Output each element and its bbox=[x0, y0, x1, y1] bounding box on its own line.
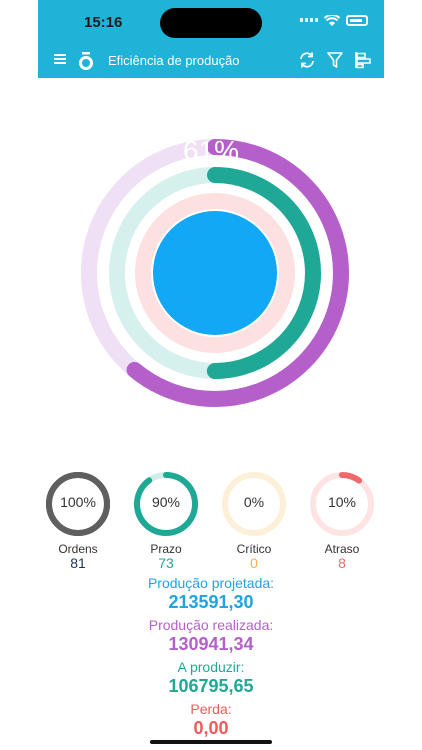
stat-realizada: Produção realizada: 130941,34 bbox=[38, 617, 384, 655]
toolbar bbox=[298, 51, 372, 74]
home-indicator bbox=[150, 740, 272, 744]
stat-label: Produção projetada: bbox=[147, 575, 275, 591]
ordens-label: Ordens bbox=[58, 542, 98, 556]
wifi-icon bbox=[323, 14, 341, 26]
app-screen: 15:16 Eficiência de produção bbox=[38, 0, 384, 750]
stat-value: 213591,30 bbox=[168, 592, 254, 612]
mini-ring-track bbox=[222, 472, 286, 536]
atraso-percent: 10% bbox=[327, 494, 357, 510]
summary-prazo[interactable]: 90% Prazo 73 bbox=[131, 470, 201, 571]
ring-arc-a-produzir bbox=[109, 167, 321, 379]
stat-projetada: Produção projetada: 213591,30 bbox=[38, 575, 384, 613]
app-logo bbox=[78, 52, 94, 70]
stat-perda: Perda: 0,00 bbox=[38, 701, 384, 739]
prazo-value: 73 bbox=[158, 555, 174, 571]
status-time: 15:16 bbox=[84, 14, 123, 31]
center-disc bbox=[153, 211, 277, 335]
summary-critico[interactable]: 0% Crítico 0 bbox=[219, 470, 289, 571]
menu-icon[interactable] bbox=[54, 54, 66, 64]
critico-label: Crítico bbox=[236, 542, 272, 556]
mini-ring-arc bbox=[310, 472, 374, 536]
ordens-percent: 100% bbox=[60, 494, 96, 510]
mini-ring-arc bbox=[134, 472, 198, 536]
atraso-value: 8 bbox=[338, 555, 346, 571]
ring-track-perda bbox=[135, 193, 295, 353]
dynamic-island bbox=[160, 8, 262, 38]
refresh-icon[interactable] bbox=[298, 51, 316, 74]
critico-ring bbox=[222, 472, 286, 536]
stat-a-produzir: A produzir: 106795,65 bbox=[38, 659, 384, 697]
summary-ordens[interactable]: 100% Ordens 81 bbox=[43, 470, 113, 571]
ordens-value: 81 bbox=[70, 555, 86, 571]
stat-value: 106795,65 bbox=[168, 676, 254, 696]
prazo-ring bbox=[134, 472, 198, 536]
prazo-label: Prazo bbox=[150, 542, 182, 556]
filter-icon[interactable] bbox=[326, 51, 344, 74]
page-title: Eficiência de produção bbox=[108, 53, 240, 68]
top-bar: 15:16 Eficiência de produção bbox=[38, 0, 384, 78]
summary-atraso[interactable]: 10% Atraso 8 bbox=[307, 470, 377, 571]
stat-label: Perda: bbox=[190, 701, 232, 717]
mini-ring-arc bbox=[46, 472, 110, 536]
critico-value: 0 bbox=[250, 555, 258, 571]
stat-value: 0,00 bbox=[193, 718, 229, 738]
chart-options-icon[interactable] bbox=[354, 51, 372, 74]
battery-icon bbox=[346, 14, 368, 26]
signal-icon bbox=[300, 18, 318, 22]
atraso-label: Atraso bbox=[324, 542, 360, 556]
prazo-percent: 90% bbox=[151, 494, 181, 510]
stat-label: A produzir: bbox=[177, 659, 245, 675]
production-stats: Produção projetada: 213591,30 Produção r… bbox=[38, 575, 384, 739]
ring-arc-produzido bbox=[81, 139, 349, 407]
stat-label: Produção realizada: bbox=[148, 617, 274, 633]
stat-value: 130941,34 bbox=[168, 634, 254, 654]
efficiency-percent: 61% bbox=[182, 135, 240, 166]
nav-bar: Eficiência de produção bbox=[38, 48, 384, 76]
ordens-ring bbox=[46, 472, 110, 536]
status-icons bbox=[300, 14, 368, 26]
efficiency-ring-chart bbox=[81, 139, 349, 407]
critico-percent: 0% bbox=[243, 494, 265, 510]
atraso-ring bbox=[310, 472, 374, 536]
